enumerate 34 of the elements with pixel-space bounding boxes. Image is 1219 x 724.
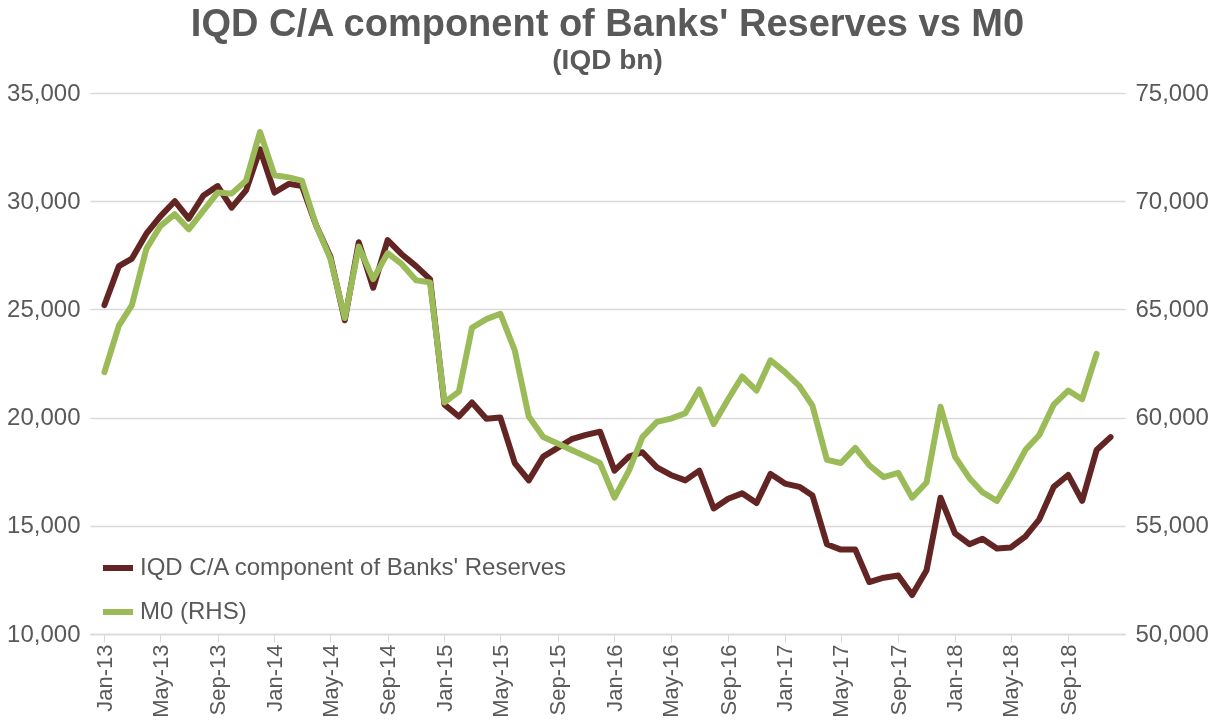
y-tick-label: 15,000: [7, 511, 81, 539]
y-tick-label: 35,000: [7, 78, 81, 106]
x-tick-label: Sep-18: [1055, 644, 1081, 716]
x-tick-label: Sep-16: [715, 644, 741, 716]
x-tick-label: Sep-14: [375, 644, 401, 716]
x-tick-label: Jan-15: [431, 644, 457, 712]
legend-label: IQD C/A component of Banks' Reserves: [140, 553, 567, 580]
y2-tick-label: 70,000: [1135, 186, 1209, 214]
x-tick-label: Jan-16: [601, 644, 627, 712]
y-tick-label: 20,000: [7, 403, 81, 431]
x-tick-label: May-14: [317, 644, 343, 718]
x-tick-label: Sep-15: [545, 644, 571, 716]
x-tick-label: May-18: [998, 644, 1024, 718]
x-tick-label: Jan-14: [261, 644, 287, 712]
y2-tick-label: 65,000: [1135, 294, 1209, 322]
chart-subtitle: (IQD bn): [552, 44, 663, 75]
y2-tick-label: 50,000: [1135, 619, 1209, 647]
y-tick-label: 30,000: [7, 186, 81, 214]
x-tick-label: Jan-13: [91, 644, 117, 712]
x-tick-label: Sep-13: [205, 644, 231, 716]
legend-label: M0 (RHS): [140, 597, 247, 624]
y-tick-label: 25,000: [7, 294, 81, 322]
x-tick-label: Jan-18: [942, 644, 968, 712]
y2-tick-label: 55,000: [1135, 511, 1209, 539]
chart-title: IQD C/A component of Banks' Reserves vs M0: [190, 2, 1025, 44]
y2-tick-label: 60,000: [1135, 403, 1209, 431]
x-tick-label: May-15: [487, 644, 513, 718]
y-tick-label: 10,000: [7, 619, 81, 647]
y2-tick-label: 75,000: [1135, 78, 1209, 106]
x-tick-label: May-13: [147, 644, 173, 718]
x-tick-label: May-17: [828, 644, 854, 718]
x-tick-label: Sep-17: [885, 644, 911, 716]
x-tick-label: Jan-17: [772, 644, 798, 712]
x-tick-label: May-16: [658, 644, 684, 718]
